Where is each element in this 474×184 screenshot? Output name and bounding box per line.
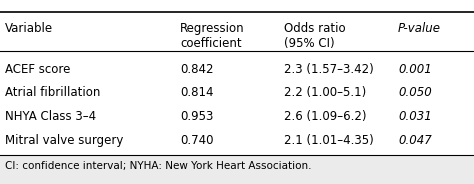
Text: P-value: P-value [398,22,441,35]
Text: Odds ratio
(95% CI): Odds ratio (95% CI) [284,22,346,50]
Text: Regression
coefficient: Regression coefficient [180,22,245,50]
Text: 2.3 (1.57–3.42): 2.3 (1.57–3.42) [284,63,374,76]
Text: Variable: Variable [5,22,53,35]
Text: 2.6 (1.09–6.2): 2.6 (1.09–6.2) [284,110,367,123]
Text: 0.740: 0.740 [180,134,214,147]
Text: 2.1 (1.01–4.35): 2.1 (1.01–4.35) [284,134,374,147]
Text: ACEF score: ACEF score [5,63,70,76]
Text: CI: confidence interval; NYHA: New York Heart Association.: CI: confidence interval; NYHA: New York … [5,161,311,171]
Text: 0.001: 0.001 [398,63,432,76]
Text: 2.2 (1.00–5.1): 2.2 (1.00–5.1) [284,86,367,100]
Text: 0.842: 0.842 [180,63,214,76]
Text: 0.814: 0.814 [180,86,214,100]
Text: Atrial fibrillation: Atrial fibrillation [5,86,100,100]
Text: Mitral valve surgery: Mitral valve surgery [5,134,123,147]
Text: NHYA Class 3–4: NHYA Class 3–4 [5,110,96,123]
FancyBboxPatch shape [0,0,474,155]
Text: 0.031: 0.031 [398,110,432,123]
Text: 0.050: 0.050 [398,86,432,100]
Text: 0.047: 0.047 [398,134,432,147]
Text: 0.953: 0.953 [180,110,213,123]
